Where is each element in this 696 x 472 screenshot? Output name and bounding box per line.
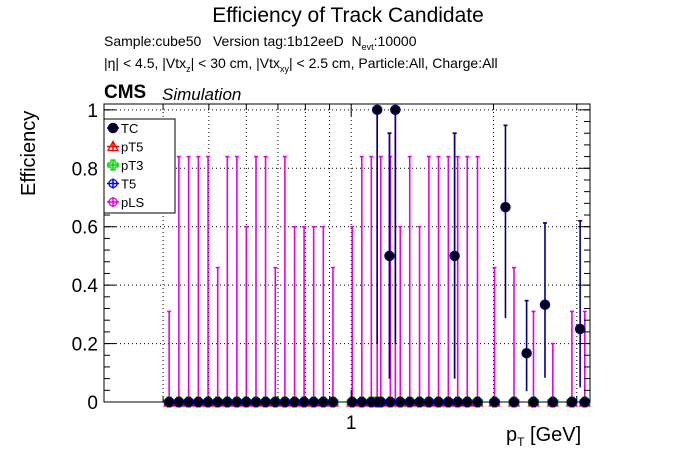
x-tick-label: 1 <box>346 413 357 434</box>
cuts-part2: | < 30 cm, |Vtx <box>190 55 280 71</box>
cuts-part3: | < 2.5 cm, Particle:All, Charge:All <box>288 55 498 71</box>
legend-label-t5: T5 <box>121 177 136 192</box>
y-tick-label: 0.4 <box>72 276 99 297</box>
chart-title: Efficiency of Track Candidate <box>212 4 484 27</box>
legend-label-pt5: pT5 <box>121 140 143 155</box>
legend-label-tc: TC <box>121 121 138 136</box>
tc-marker <box>539 299 551 310</box>
tc-marker <box>384 250 395 262</box>
cuts-sub-xy: xy <box>279 63 289 74</box>
x-axis-label-unit: [GeV] <box>524 424 582 446</box>
selection-cuts: |η| < 4.5, |Vtxz| < 30 cm, |Vtxxy| < 2.5… <box>104 55 498 74</box>
y-tick-label: 0.6 <box>72 218 98 239</box>
nevt-label: N <box>351 33 362 49</box>
legend-box <box>103 118 176 214</box>
pt3-marker <box>107 159 119 171</box>
tc-marker <box>521 347 532 359</box>
t5-marker <box>108 178 118 189</box>
tc-marker <box>500 201 511 213</box>
plot-frame <box>103 103 591 403</box>
y-tick-label: 0 <box>87 393 98 414</box>
tc-marker <box>390 104 401 116</box>
simulation-label: Simulation <box>162 85 242 104</box>
nevt-value: :10000 <box>373 33 417 49</box>
tc-marker <box>371 104 383 116</box>
cuts-sub-z: z <box>186 63 191 74</box>
tc-marker <box>574 323 586 335</box>
x-axis-label-main: p <box>506 424 518 446</box>
cuts-part1: |η| < 4.5, |Vtx <box>104 55 187 71</box>
axes: 0 0.2 0.4 0.6 0.8 1 1 <box>72 101 590 434</box>
y-tick-label: 1 <box>87 101 98 122</box>
legend-label-pls: pLS <box>121 195 144 210</box>
x-axis-label-sub: T <box>517 435 525 449</box>
legend: TC pT5 pT3 T5 pLS <box>103 118 176 214</box>
tc-marker <box>107 122 119 134</box>
sample-label: Sample:cube50 <box>104 33 202 49</box>
tc-marker <box>449 250 460 262</box>
cms-label: CMS <box>104 82 147 103</box>
pt5-marker <box>106 140 120 152</box>
y-tick-label: 0.2 <box>72 335 98 356</box>
sample-info: Sample:cube50 Version tag:1b12eeD Nevt:1… <box>104 33 416 52</box>
x-axis-label: pT [GeV] <box>506 424 581 449</box>
nevt-subscript: evt <box>361 41 374 52</box>
pls-marker <box>108 197 118 207</box>
version-tag: Version tag:1b12eeD <box>212 33 344 49</box>
grid <box>103 104 590 403</box>
legend-label-pt3: pT3 <box>121 158 143 173</box>
data-points <box>163 104 591 408</box>
y-tick-label: 0.8 <box>72 159 98 180</box>
